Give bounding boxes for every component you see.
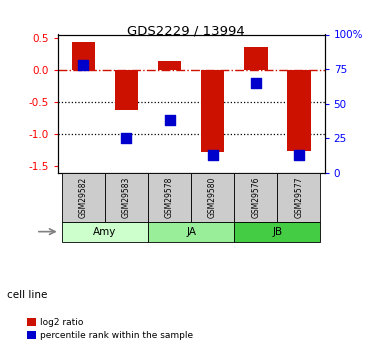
Bar [191, 172, 234, 222]
Legend: log2 ratio, percentile rank within the sample: log2 ratio, percentile rank within the s… [27, 318, 193, 341]
Text: GSM29580: GSM29580 [208, 176, 217, 218]
Bar [115, 70, 138, 110]
Bar [148, 172, 191, 222]
Point [81, 62, 86, 68]
Bar [244, 47, 267, 70]
Bar [277, 172, 320, 222]
Bar [201, 70, 224, 152]
Point [253, 80, 259, 86]
Bar [105, 172, 148, 222]
Point [124, 135, 129, 141]
Text: cell line: cell line [7, 290, 48, 300]
Point [210, 152, 216, 157]
Bar [158, 61, 181, 70]
Text: GDS2229 / 13994: GDS2229 / 13994 [127, 24, 244, 37]
Text: GSM29583: GSM29583 [122, 176, 131, 218]
Bar [62, 222, 148, 242]
Text: GSM29578: GSM29578 [165, 176, 174, 218]
Text: GSM29582: GSM29582 [79, 177, 88, 218]
Bar [234, 172, 277, 222]
Bar [148, 222, 234, 242]
Point [167, 117, 173, 123]
Bar [72, 42, 95, 70]
Text: JB: JB [272, 227, 282, 237]
Bar [234, 222, 320, 242]
Text: Amy: Amy [93, 227, 116, 237]
Point [296, 152, 302, 157]
Text: GSM29577: GSM29577 [294, 176, 303, 218]
Text: JA: JA [186, 227, 196, 237]
Bar [62, 172, 105, 222]
Text: GSM29576: GSM29576 [251, 176, 260, 218]
Bar [287, 70, 311, 151]
